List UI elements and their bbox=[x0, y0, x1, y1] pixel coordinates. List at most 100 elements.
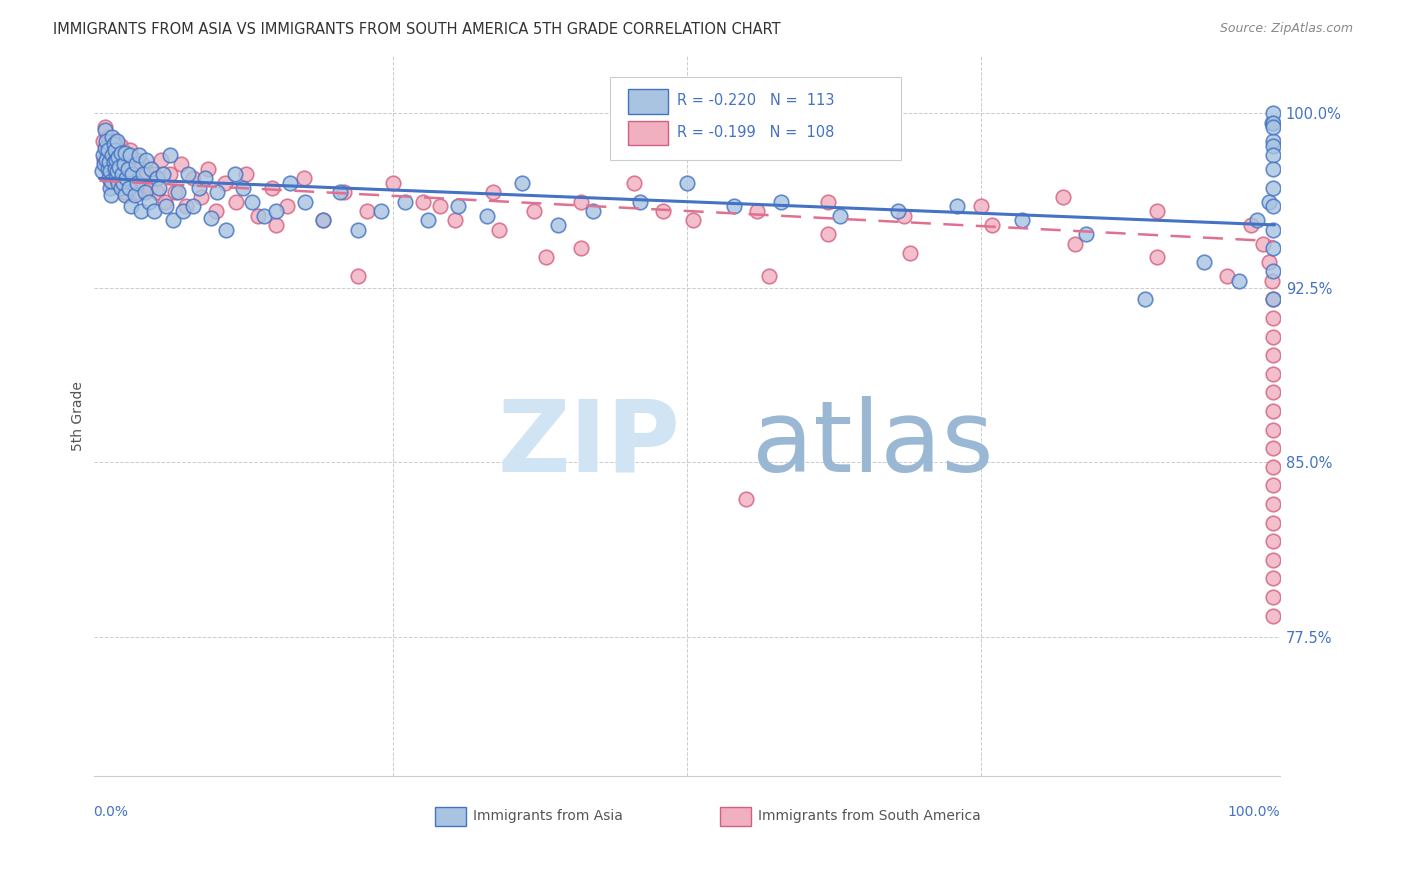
Point bbox=[128, 148, 150, 162]
Point bbox=[108, 167, 131, 181]
Point bbox=[828, 209, 851, 223]
Text: R = -0.199   N =  108: R = -0.199 N = 108 bbox=[678, 125, 835, 140]
FancyBboxPatch shape bbox=[720, 807, 751, 826]
Point bbox=[1263, 241, 1285, 255]
Point bbox=[103, 164, 125, 178]
Point bbox=[1146, 251, 1168, 265]
Point bbox=[482, 186, 505, 200]
Point bbox=[1263, 222, 1285, 236]
Point bbox=[1263, 134, 1285, 148]
Point bbox=[103, 136, 125, 151]
Point bbox=[125, 157, 148, 171]
Point bbox=[96, 134, 118, 148]
Point bbox=[523, 203, 546, 218]
Point bbox=[312, 213, 335, 227]
Point bbox=[100, 160, 122, 174]
Point bbox=[118, 148, 141, 162]
Point bbox=[104, 144, 127, 158]
Point bbox=[200, 211, 222, 225]
Point bbox=[142, 167, 165, 181]
Point bbox=[356, 203, 378, 218]
Point bbox=[121, 178, 143, 193]
Point bbox=[893, 209, 915, 223]
Point bbox=[817, 194, 839, 209]
Point bbox=[105, 160, 128, 174]
Point bbox=[118, 171, 141, 186]
Point bbox=[569, 194, 592, 209]
Point bbox=[1263, 404, 1285, 418]
Point bbox=[444, 213, 467, 227]
Point bbox=[312, 213, 335, 227]
Point bbox=[101, 129, 124, 144]
Point bbox=[107, 151, 129, 165]
Point bbox=[135, 153, 157, 167]
Point bbox=[215, 222, 238, 236]
Point bbox=[1263, 516, 1285, 530]
Point bbox=[887, 203, 910, 218]
Point bbox=[104, 171, 127, 186]
Point bbox=[1263, 553, 1285, 567]
Point bbox=[107, 151, 129, 165]
Point bbox=[1263, 348, 1285, 362]
Point bbox=[817, 227, 839, 242]
Point bbox=[112, 151, 135, 165]
Point bbox=[276, 199, 298, 213]
Point bbox=[167, 186, 190, 200]
Point bbox=[97, 157, 120, 171]
Point bbox=[333, 186, 356, 200]
Point bbox=[115, 157, 138, 171]
Point bbox=[188, 180, 211, 194]
Point bbox=[278, 176, 301, 190]
Point bbox=[101, 148, 124, 162]
Point bbox=[97, 144, 120, 158]
Point bbox=[183, 199, 205, 213]
Point bbox=[105, 164, 128, 178]
Point bbox=[97, 171, 120, 186]
Point bbox=[1263, 459, 1285, 474]
Point bbox=[132, 167, 155, 181]
Point bbox=[534, 251, 557, 265]
Point bbox=[114, 145, 136, 160]
Point bbox=[121, 167, 143, 181]
Point bbox=[1263, 608, 1285, 623]
Point bbox=[162, 213, 184, 227]
Y-axis label: 5th Grade: 5th Grade bbox=[72, 381, 86, 450]
Point bbox=[1192, 255, 1215, 269]
Point bbox=[104, 144, 127, 158]
Point bbox=[159, 148, 181, 162]
Point bbox=[1263, 385, 1285, 400]
Point bbox=[1246, 213, 1268, 227]
Point bbox=[114, 187, 136, 202]
Point bbox=[1263, 148, 1285, 162]
FancyBboxPatch shape bbox=[436, 807, 467, 826]
Point bbox=[370, 203, 392, 218]
Point bbox=[1251, 236, 1274, 251]
Point bbox=[93, 153, 115, 167]
Point bbox=[118, 180, 141, 194]
Point bbox=[148, 180, 170, 194]
Point bbox=[347, 222, 370, 236]
Point bbox=[120, 199, 142, 213]
Point bbox=[747, 203, 769, 218]
Point bbox=[1263, 199, 1285, 213]
Point bbox=[447, 199, 470, 213]
Point bbox=[172, 203, 194, 218]
Text: Immigrants from Asia: Immigrants from Asia bbox=[474, 809, 623, 822]
Point bbox=[90, 164, 112, 178]
Point bbox=[225, 194, 247, 209]
Point bbox=[104, 162, 127, 177]
Point bbox=[114, 186, 136, 200]
Point bbox=[101, 145, 124, 160]
Point bbox=[1263, 590, 1285, 604]
Point bbox=[623, 176, 645, 190]
Point bbox=[1263, 115, 1285, 129]
Point bbox=[146, 186, 169, 200]
Point bbox=[110, 145, 132, 160]
Point bbox=[98, 180, 121, 194]
Point bbox=[91, 148, 114, 162]
Text: R = -0.220   N =  113: R = -0.220 N = 113 bbox=[678, 93, 835, 108]
Point bbox=[1011, 213, 1033, 227]
Text: atlas: atlas bbox=[752, 396, 994, 493]
Point bbox=[1257, 194, 1279, 209]
Point bbox=[412, 194, 434, 209]
